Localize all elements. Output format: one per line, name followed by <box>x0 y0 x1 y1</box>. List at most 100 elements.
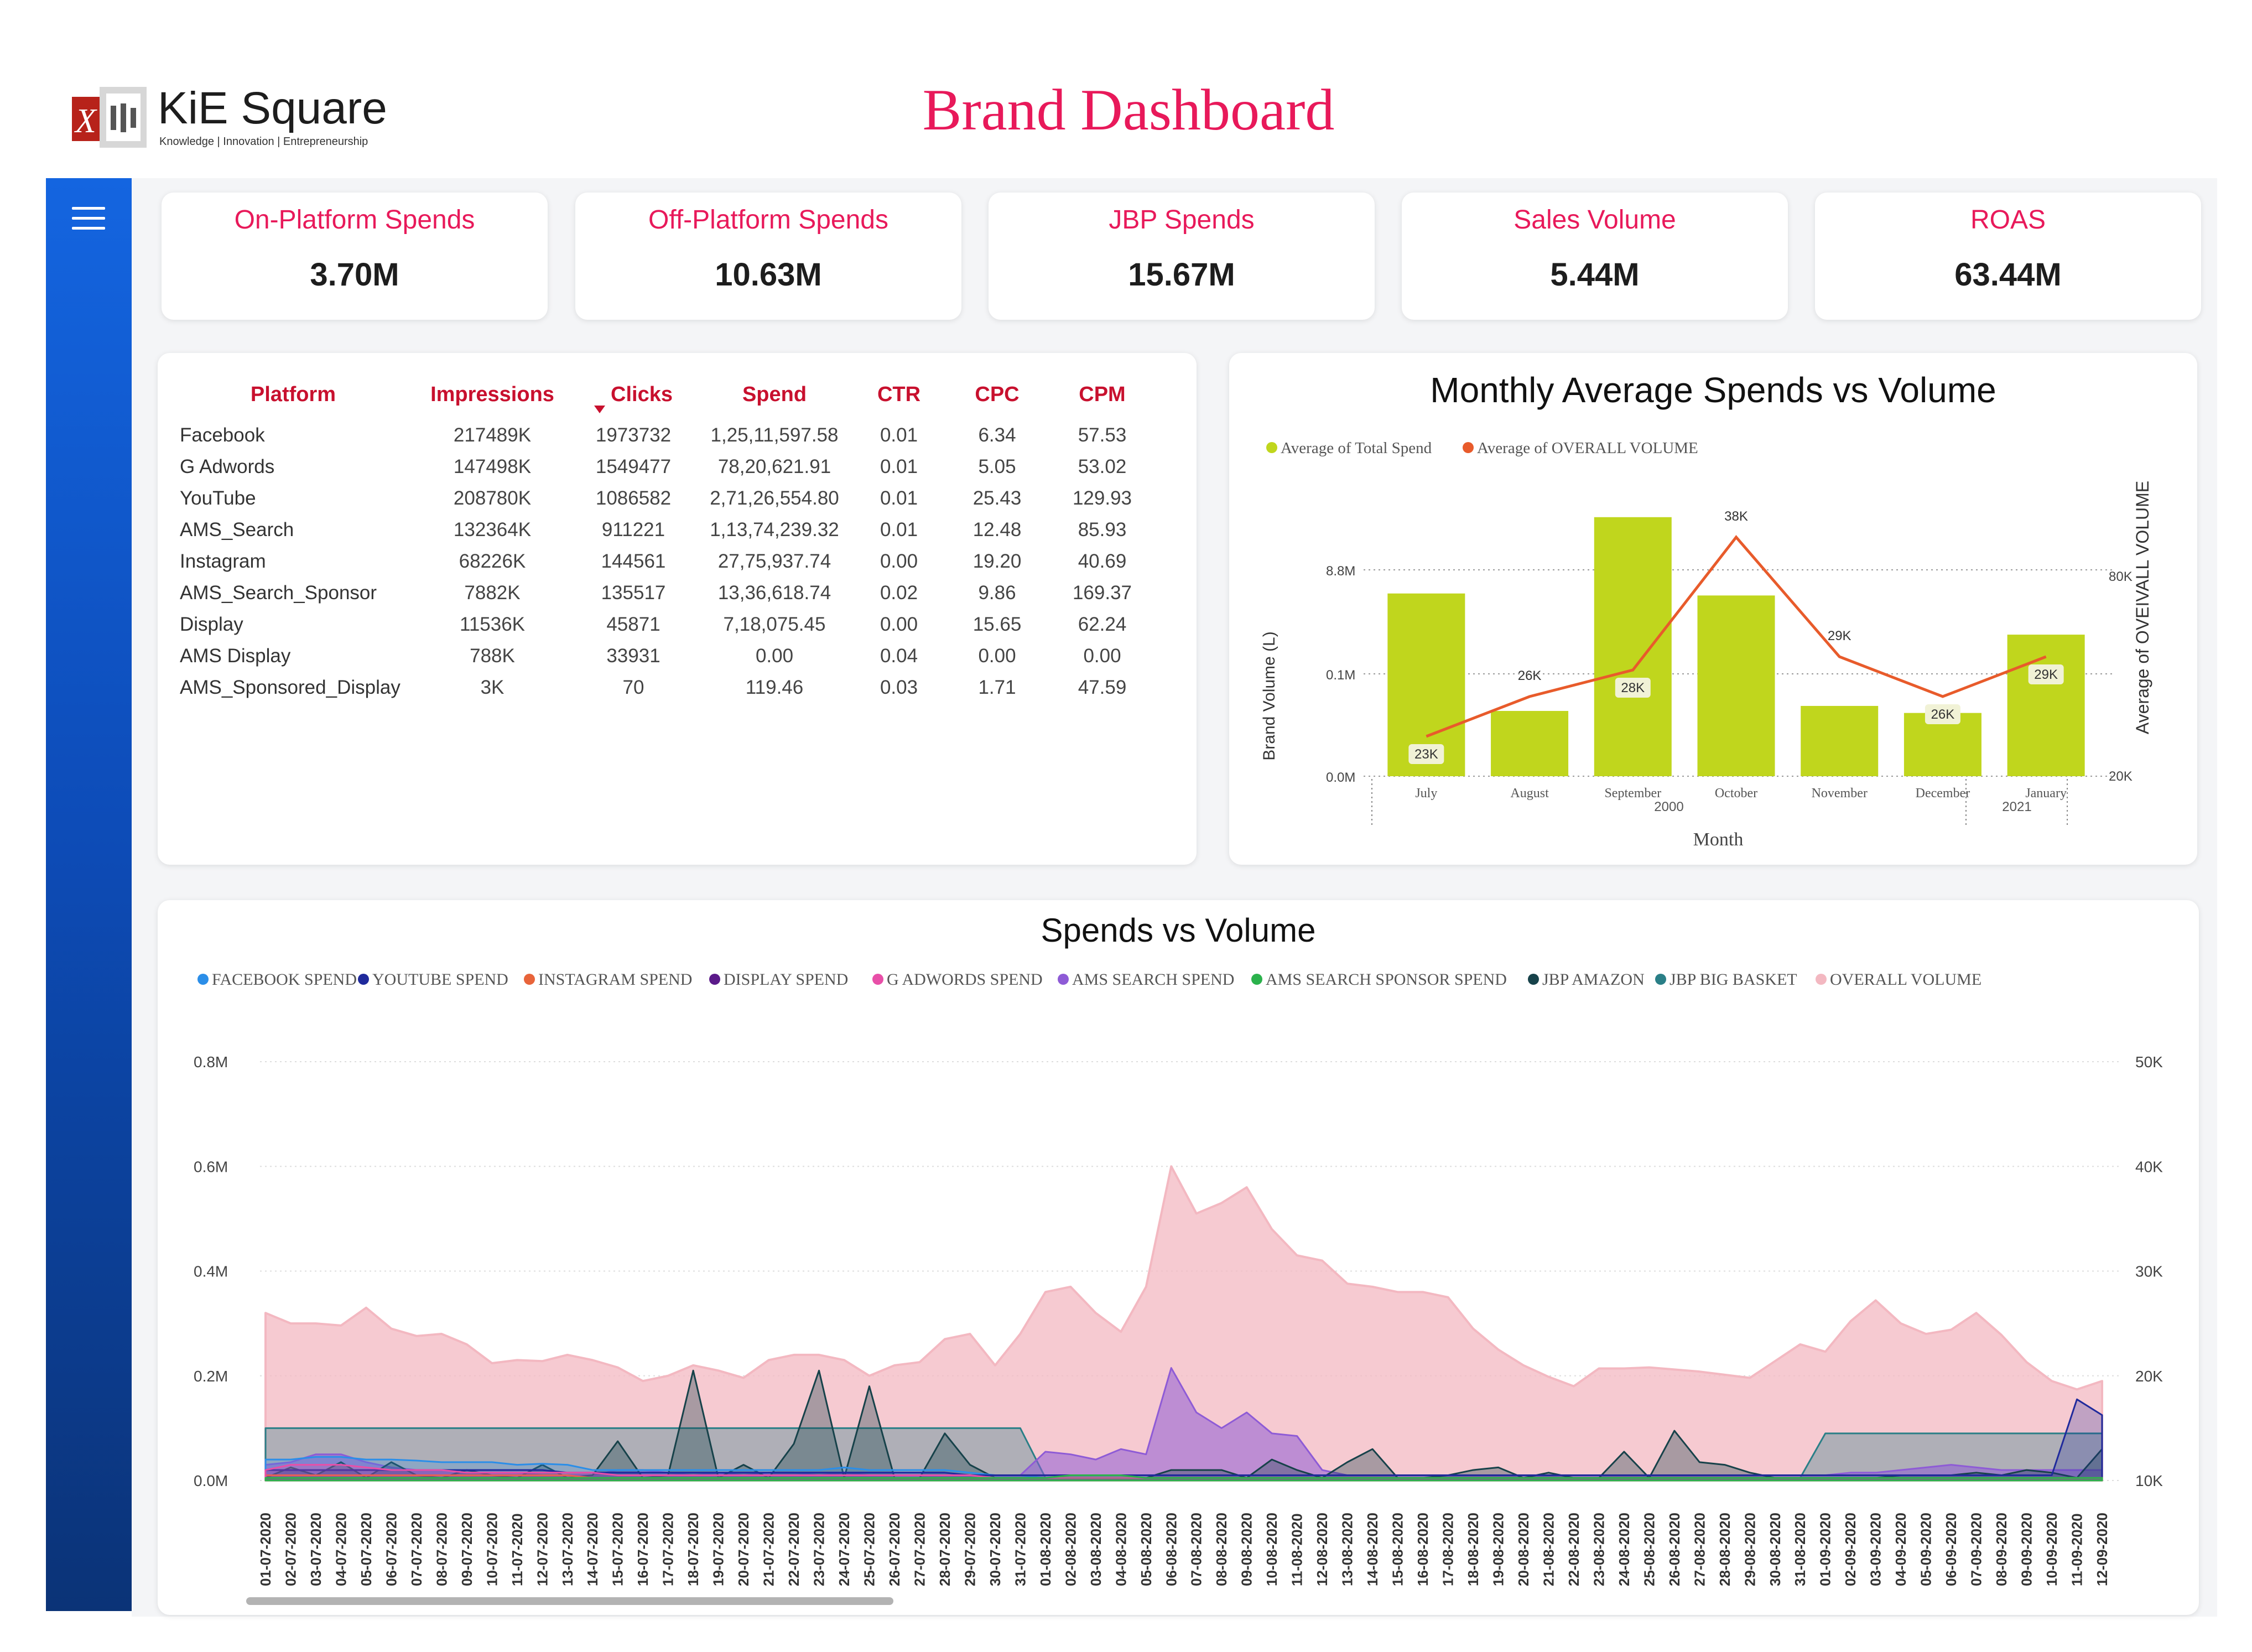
column-header-platform[interactable]: Platform <box>250 382 336 406</box>
x-tick-label: 12-09-2020 <box>2094 1513 2110 1586</box>
table-row[interactable]: AMS_Search_Sponsor 7882K 135517 13,36,618.7… <box>169 577 1159 609</box>
cell-spend: 119.46 <box>745 676 804 698</box>
table-row[interactable]: AMS Display 788K 33931 0.00 0.04 0.00 0.00 <box>169 640 1159 672</box>
cell-ctr: 0.01 <box>880 518 918 541</box>
x-tick-label: 22-08-2020 <box>1566 1513 1582 1586</box>
column-header-ctr[interactable]: CTR <box>877 382 921 406</box>
table-row[interactable]: AMS_Search 132364K 911221 1,13,74,239.32 0.0… <box>169 514 1159 546</box>
column-header-cpm[interactable]: CPM <box>1079 382 1126 406</box>
cell-ctr: 0.00 <box>880 613 918 635</box>
table-row[interactable]: Display 11536K 45871 7,18,075.45 0.00 15.65 62… <box>169 609 1159 640</box>
x-tick-label: 24-07-2020 <box>836 1513 852 1586</box>
hamburger-menu-icon[interactable] <box>69 207 108 237</box>
chart-title: Monthly Average Spends vs Volume <box>1430 370 1996 410</box>
table-row[interactable]: Facebook 217489K 1973732 1,25,11,597.58 0.01… <box>169 419 1159 451</box>
bar-january[interactable] <box>2007 635 2085 776</box>
bar-september[interactable] <box>1594 517 1672 776</box>
column-header-impressions[interactable]: Impressions <box>430 382 554 406</box>
x-tick-label: 15-08-2020 <box>1390 1513 1406 1586</box>
x-tick-label: 02-09-2020 <box>1842 1513 1859 1586</box>
area-youtube-spend[interactable] <box>264 1398 2103 1482</box>
cell-cpm: 47.59 <box>1078 676 1127 698</box>
area-overall-volume[interactable] <box>264 1165 2103 1482</box>
x-tick-label: 18-07-2020 <box>685 1513 701 1586</box>
kpi-value: 3.70M <box>310 257 399 293</box>
cell-impressions: 68226K <box>459 550 526 572</box>
column-header-label: Clicks <box>611 382 673 406</box>
cell-impressions: 147498K <box>453 455 532 477</box>
bar-november[interactable] <box>1801 705 1879 776</box>
brand-name: KiE Square <box>158 83 387 133</box>
x-tick-label: 07-09-2020 <box>1968 1513 1985 1586</box>
kie-square-logo-icon: X <box>72 87 147 148</box>
kpi-label: Sales Volume <box>1514 205 1676 235</box>
column-header-clicks[interactable]: Clicks <box>567 364 700 419</box>
spends-vs-volume-chart: FACEBOOK SPEND YOUTUBE SPEND INSTAGRAM SPE… <box>194 970 2163 1605</box>
cell-cpc: 6.34 <box>978 424 1016 446</box>
x-tick-label: 14-08-2020 <box>1364 1513 1381 1586</box>
column-header-spend[interactable]: Spend <box>742 382 807 406</box>
x-tick-label: 27-07-2020 <box>911 1513 928 1586</box>
cell-impressions: 132364K <box>453 518 532 541</box>
cell-ctr: 0.04 <box>880 645 918 667</box>
table-row[interactable]: YouTube 208780K 1086582 2,71,26,554.80 0.01 2… <box>169 482 1159 514</box>
cell-impressions: 208780K <box>453 487 532 509</box>
y2-tick-label: 40K <box>2135 1158 2163 1175</box>
kpi-card-roas: ROAS 63.44M <box>1815 193 2201 320</box>
x-tick-label: 14-07-2020 <box>584 1513 601 1586</box>
bar-august[interactable] <box>1491 711 1569 776</box>
x-tick-label: 02-08-2020 <box>1062 1513 1079 1586</box>
cell-ctr: 0.02 <box>880 581 918 604</box>
x-tick-label: 21-07-2020 <box>761 1513 777 1586</box>
legend-swatch <box>524 974 535 985</box>
legend-label: Average of Total Spend <box>1281 439 1432 457</box>
cell-spend: 13,36,618.74 <box>717 581 831 604</box>
x-tick-label: 20-07-2020 <box>735 1513 752 1586</box>
y-tick-label: 0.4M <box>194 1263 228 1280</box>
legend-label: JBP AMAZON <box>1542 970 1645 989</box>
x-tick-label: 16-08-2020 <box>1414 1513 1431 1586</box>
horizontal-scrollbar[interactable] <box>246 1597 893 1605</box>
cell-clicks: 135517 <box>601 581 666 604</box>
kpi-card-jbp-spends: JBP Spends 15.67M <box>989 193 1375 320</box>
legend-label: JBP BIG BASKET <box>1670 970 1797 989</box>
svg-text:X: X <box>74 102 97 140</box>
y2-tick-label: 20K <box>2109 769 2133 784</box>
legend-label: INSTAGRAM SPEND <box>538 970 692 989</box>
x-tick-label: 18-08-2020 <box>1465 1513 1481 1586</box>
x-tick-label: 27-08-2020 <box>1691 1513 1708 1586</box>
cell-cpm: 129.93 <box>1072 487 1132 509</box>
x-tick-label: 08-08-2020 <box>1213 1513 1230 1586</box>
kpi-label: JBP Spends <box>1109 205 1255 235</box>
x-tick-label: September <box>1604 786 1661 801</box>
legend-label: DISPLAY SPEND <box>724 970 848 989</box>
x-tick-label: 03-07-2020 <box>308 1513 324 1586</box>
kpi-card-off-platform-spends: Off-Platform Spends 10.63M <box>575 193 961 320</box>
x-tick-label: 26-07-2020 <box>886 1513 903 1586</box>
x-tick-label: 17-07-2020 <box>660 1513 677 1586</box>
x-tick-label: 30-08-2020 <box>1767 1513 1783 1586</box>
x-tick-label: 31-08-2020 <box>1792 1513 1808 1586</box>
legend-label: OVERALL VOLUME <box>1830 970 1981 989</box>
legend-swatch <box>1058 974 1069 985</box>
cell-clicks: 70 <box>622 676 644 698</box>
table-row[interactable]: G Adwords 147498K 1549477 78,20,621.91 0.01 5… <box>169 451 1159 482</box>
brand-tagline: Knowledge | Innovation | Entrepreneurshi… <box>159 136 368 148</box>
y-tick-label: 0.0M <box>1326 770 1355 785</box>
x-tick-label: July <box>1415 786 1437 801</box>
cell-cpc: 0.00 <box>978 645 1016 667</box>
legend-swatch <box>872 974 883 985</box>
column-header-cpc[interactable]: CPC <box>975 382 1020 406</box>
kpi-value: 10.63M <box>715 257 822 293</box>
x-tick-label: 07-08-2020 <box>1188 1513 1205 1586</box>
page-title: Brand Dashboard <box>922 77 1335 142</box>
area-ams-search-sponsor-spend[interactable] <box>264 1474 2103 1482</box>
table-row[interactable]: Instagram 68226K 144561 27,75,937.74 0.00 19.… <box>169 546 1159 577</box>
x-tick-label: 11-07-2020 <box>509 1513 526 1586</box>
table-row[interactable]: AMS_Sponsored_Display 3K 70 119.46 0.03 1.71 4… <box>169 672 1159 703</box>
bar-october[interactable] <box>1697 595 1775 776</box>
y2-axis-title: Average of OVEIVALL VOLUME <box>2133 481 2152 734</box>
cell-cpm: 62.24 <box>1078 613 1127 635</box>
x-tick-label: January <box>2025 786 2067 801</box>
legend-label: Average of OVERALL VOLUME <box>1477 439 1698 457</box>
